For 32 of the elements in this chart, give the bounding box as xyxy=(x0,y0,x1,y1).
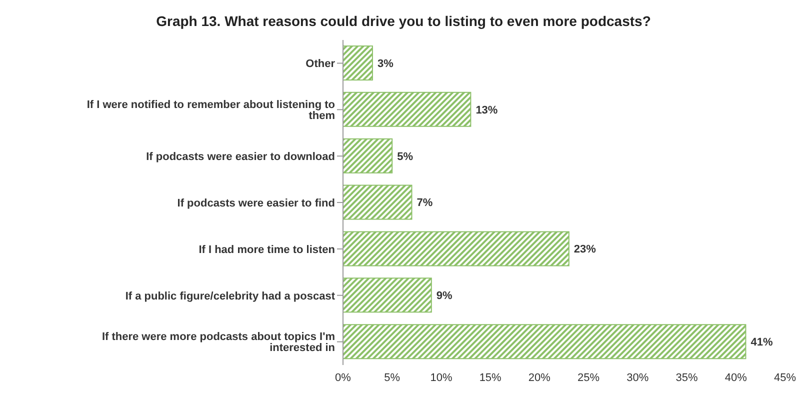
x-tick-label: 25% xyxy=(578,372,600,384)
chart-title: Graph 13. What reasons could drive you to listing to even more podcasts? xyxy=(155,12,652,31)
bar xyxy=(343,184,412,220)
y-tick-label: If I were notified to remember about listening to them xyxy=(86,99,336,122)
bar xyxy=(343,46,373,80)
data-label: 9% xyxy=(436,290,453,302)
y-tick-label: If there were more podcasts about topics I'm interested in xyxy=(102,331,336,354)
data-label: 3% xyxy=(377,58,394,70)
y-tick-label: If podcasts were easier to download xyxy=(146,150,335,163)
x-tick-label: 15% xyxy=(479,372,502,384)
bar xyxy=(343,278,432,313)
data-label: 23% xyxy=(574,244,596,256)
x-tick-label: 40% xyxy=(724,372,748,384)
x-tick-label: 45% xyxy=(774,372,796,384)
data-label: 5% xyxy=(397,150,414,163)
x-tick-label: 30% xyxy=(626,372,649,384)
data-label: 7% xyxy=(416,197,433,210)
bar xyxy=(343,231,570,266)
data-label: 13% xyxy=(476,104,498,116)
x-tick-label: 35% xyxy=(676,372,698,384)
bar xyxy=(343,324,746,360)
y-tick-label: If I had more time to listen xyxy=(198,244,336,256)
x-tick-label: 0% xyxy=(335,372,352,384)
bar xyxy=(343,138,393,174)
data-label: 41% xyxy=(750,336,773,348)
y-tick-label: If podcasts were easier to find xyxy=(177,197,335,210)
y-tick-label: Other xyxy=(306,58,336,70)
x-tick-label: 20% xyxy=(528,372,551,384)
y-tick-label: If a public figure/celebrity had a poscast xyxy=(125,290,336,302)
x-tick-label: 5% xyxy=(384,372,400,384)
bar xyxy=(343,92,472,127)
x-tick-label: 10% xyxy=(430,372,452,384)
